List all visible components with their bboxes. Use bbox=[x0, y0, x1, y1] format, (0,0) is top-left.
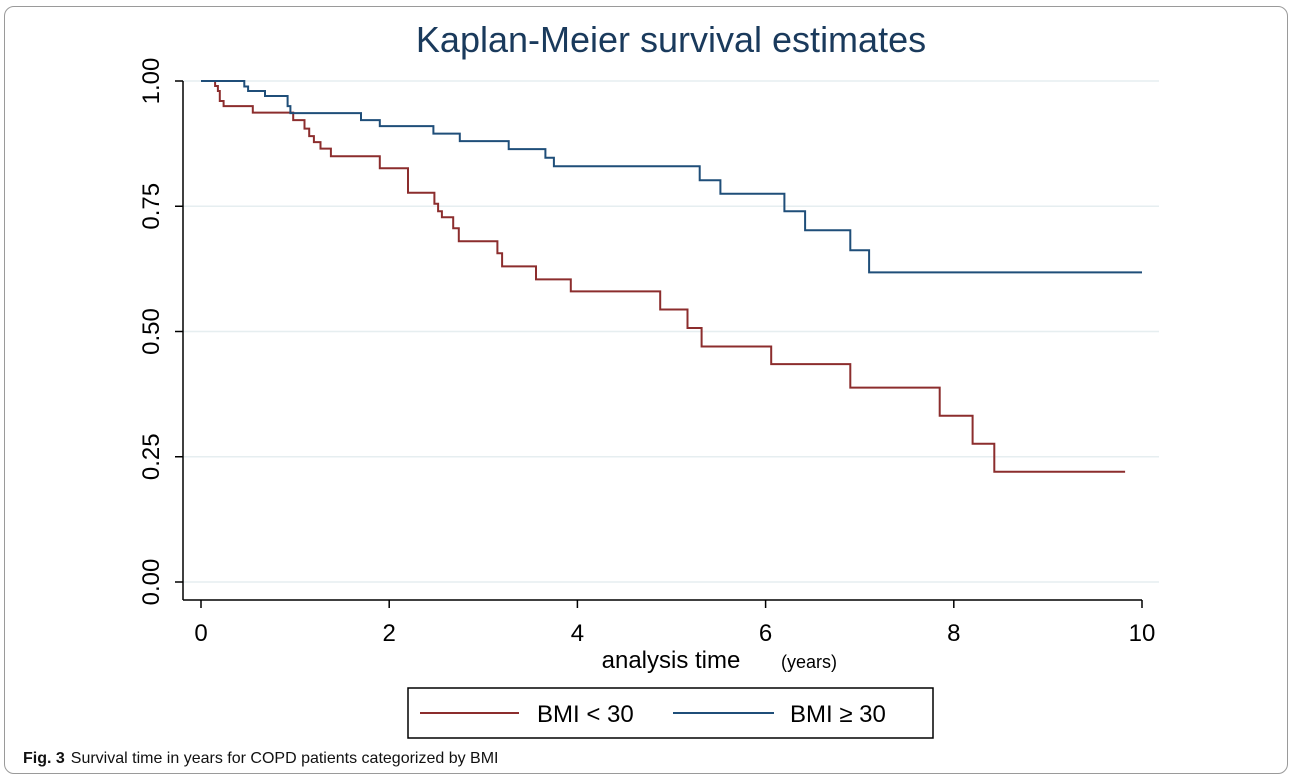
x-axis-title: analysis time bbox=[602, 647, 741, 674]
survival-curve-bmi-under-30 bbox=[201, 80, 1126, 473]
grid-lines bbox=[183, 80, 1159, 583]
caption-label: Fig. 3 bbox=[23, 750, 65, 767]
x-tick-label: 8 bbox=[947, 620, 960, 647]
figure-caption: Fig. 3 Survival time in years for COPD pa… bbox=[23, 750, 499, 768]
y-tick-label: 0.75 bbox=[138, 183, 165, 230]
caption-text: Survival time in years for COPD patients… bbox=[70, 750, 499, 767]
figure-frame bbox=[4, 6, 1288, 774]
legend-label: BMI < 30 bbox=[537, 701, 634, 728]
y-tick-label: 0.00 bbox=[138, 559, 165, 606]
axes: 0.00 0.25 0.50 0.75 1.00 0 2 4 6 8 10 bbox=[138, 58, 1155, 647]
y-tick-label: 1.00 bbox=[138, 58, 165, 105]
series-lines bbox=[201, 80, 1142, 473]
x-axis-unit: (years) bbox=[781, 652, 837, 672]
x-tick-label: 10 bbox=[1129, 620, 1156, 647]
survival-curve-bmi-30-plus bbox=[201, 80, 1142, 274]
x-tick-label: 6 bbox=[759, 620, 772, 647]
y-tick-label: 0.50 bbox=[138, 308, 165, 355]
legend-label: BMI ≥ 30 bbox=[790, 701, 886, 728]
legend: BMI < 30 BMI ≥ 30 bbox=[407, 687, 934, 739]
x-tick-label: 0 bbox=[194, 620, 207, 647]
chart-title: Kaplan-Meier survival estimates bbox=[416, 19, 926, 60]
y-tick-label: 0.25 bbox=[138, 433, 165, 480]
x-tick-label: 4 bbox=[571, 620, 584, 647]
x-tick-label: 2 bbox=[383, 620, 396, 647]
